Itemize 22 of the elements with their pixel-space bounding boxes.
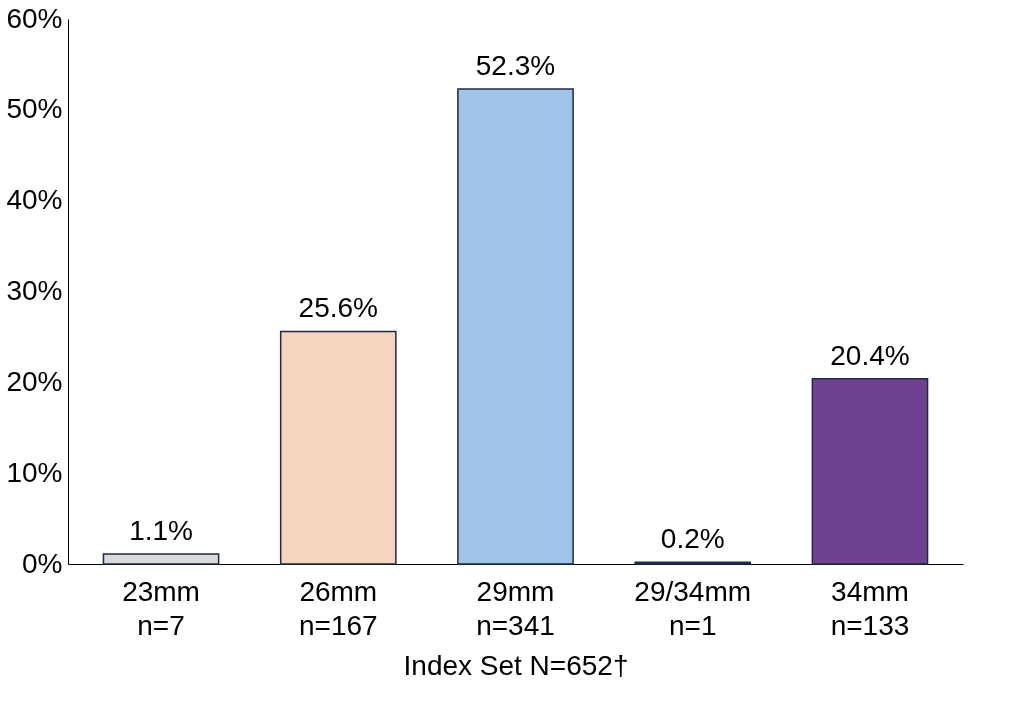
bar — [811, 377, 929, 565]
data-label: 0.2% — [660, 523, 725, 555]
x-tick-label: 29/34mm n=1 — [634, 575, 752, 641]
data-label: 52.3% — [475, 49, 556, 81]
x-tick-label: 23mm n=7 — [122, 575, 200, 641]
y-tick-label: 60% — [6, 2, 63, 34]
y-tick-label: 20% — [6, 365, 63, 397]
x-tick-label: 34mm n=133 — [830, 575, 910, 641]
y-tick-label: 30% — [6, 275, 63, 306]
data-label: 25.6% — [298, 292, 378, 324]
data-label: 1.1% — [129, 515, 193, 547]
y-tick-label: 10% — [6, 456, 63, 488]
bar — [102, 553, 220, 565]
y-tick-label: 50% — [6, 93, 63, 125]
x-axis-title: Index Set N=652† — [403, 649, 629, 681]
x-tick-label: 29mm n=341 — [476, 575, 555, 641]
data-label: 20.4% — [830, 339, 910, 371]
x-tick-label: 26mm n=167 — [298, 575, 378, 641]
bar — [279, 330, 397, 565]
bar — [457, 88, 574, 565]
y-tick-label: 40% — [6, 184, 63, 216]
y-tick-label: 0% — [22, 547, 63, 579]
